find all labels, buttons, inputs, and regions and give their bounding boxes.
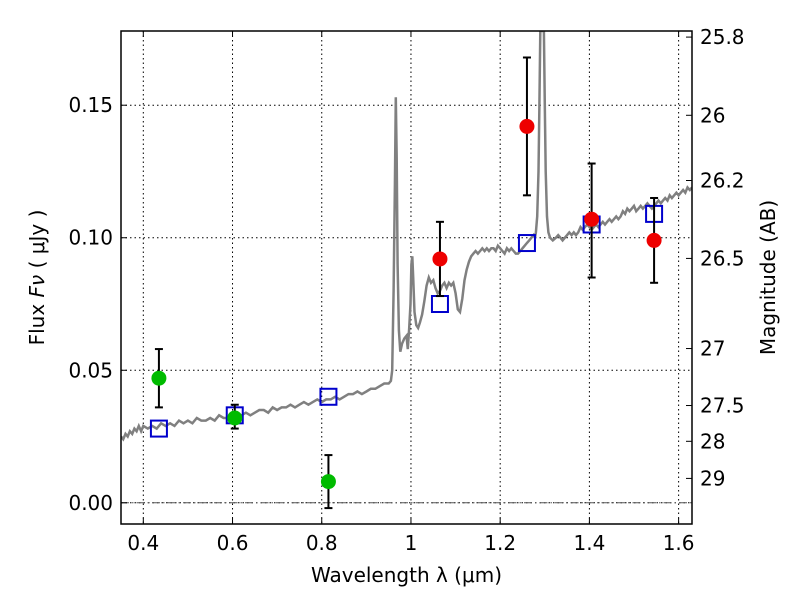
x-axis-label: Wavelength λ (μm) xyxy=(311,563,502,587)
green-data-point xyxy=(320,474,336,490)
x-axis-ticks: 0.4 0.6 0.8 1 1.2 1.4 1.6 xyxy=(127,31,695,555)
right-tick-label: 27 xyxy=(700,337,725,361)
red-data-point xyxy=(432,251,448,267)
plot-frame xyxy=(120,30,693,525)
right-tick-label: 26.5 xyxy=(700,246,745,270)
x-tick-label: 1.4 xyxy=(573,531,605,555)
data-marks xyxy=(149,56,664,510)
right-tick-label: 25.8 xyxy=(700,25,745,49)
grid xyxy=(121,31,692,524)
right-tick-label: 29 xyxy=(700,466,725,490)
red-data-point xyxy=(646,232,662,248)
x-tick-label: 0.4 xyxy=(127,531,159,555)
red-data-point xyxy=(584,211,600,227)
x-tick-label: 1.2 xyxy=(484,531,516,555)
x-tick-label: 0.6 xyxy=(217,531,249,555)
model-square-point xyxy=(517,234,536,253)
right-tick-label: 27.5 xyxy=(700,394,745,418)
right-axis-ticks: 25.8 26 26.2 26.5 27 27.5 28 29 xyxy=(686,25,745,490)
right-axis-label: Magnitude (AB) xyxy=(756,200,780,355)
right-tick-label: 26.2 xyxy=(700,168,745,192)
model-square-point xyxy=(430,295,449,314)
y-tick-label: 0.15 xyxy=(68,93,113,117)
spectrum-line xyxy=(121,31,692,442)
y-tick-label: 0.05 xyxy=(68,358,113,382)
red-data-point xyxy=(519,118,535,134)
y-tick-label: 0.00 xyxy=(68,491,113,515)
y-axis-label: Flux Fν ( μJy ) xyxy=(25,210,49,346)
y-tick-label: 0.10 xyxy=(68,226,113,250)
right-tick-label: 26 xyxy=(700,103,725,127)
model-square-point xyxy=(149,419,168,438)
green-data-point xyxy=(227,410,243,426)
x-tick-label: 1 xyxy=(405,531,418,555)
right-tick-label: 28 xyxy=(700,429,725,453)
model-square-point xyxy=(319,387,338,406)
y-axis-ticks: 0.00 0.05 0.10 0.15 xyxy=(68,93,127,515)
x-tick-label: 1.6 xyxy=(663,531,695,555)
x-tick-label: 0.8 xyxy=(306,531,338,555)
green-data-point xyxy=(151,370,167,386)
